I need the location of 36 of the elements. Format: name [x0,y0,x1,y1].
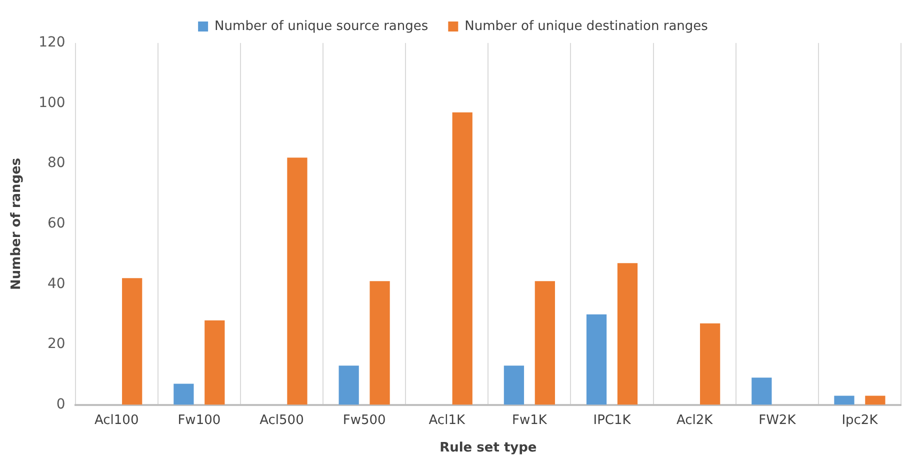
y-tick-label: 120 [38,34,66,51]
y-tick-label: 60 [47,216,66,232]
y-tick-label: 20 [47,336,66,352]
x-axis-title: Rule set type [440,440,537,456]
x-tick-label: Acl100 [94,412,139,428]
bar [617,263,638,405]
x-tick-label: Acl2K [676,412,714,428]
bar [504,366,524,405]
bar [865,396,886,405]
bar [204,320,225,405]
legend-label: Number of unique destination ranges [464,18,708,34]
x-tick-label: IPC1K [593,412,632,428]
x-tick-label: Acl1K [428,412,466,428]
x-tick-label: Fw1K [512,412,548,428]
x-tick-label: Ipc2K [842,412,878,428]
bar [834,396,854,405]
y-tick-label: 80 [47,155,66,172]
y-tick-label: 100 [38,94,66,111]
bar [174,384,194,405]
bar [752,378,772,405]
bar [586,314,607,405]
bar [700,323,720,405]
bar [370,281,390,405]
x-tick-label: Acl500 [260,412,304,428]
y-axis-title: Number of ranges [9,158,24,290]
x-tick-label: Fw100 [178,412,221,428]
bar [338,366,359,405]
bar [452,112,472,405]
bar [534,281,555,405]
legend-label: Number of unique source ranges [214,18,428,34]
bar [122,278,142,405]
y-tick-label: 0 [56,396,66,412]
x-tick-label: Fw500 [342,412,386,428]
bar [287,158,308,405]
x-tick-label: FW2K [758,412,796,428]
y-tick-label: 40 [47,276,66,292]
